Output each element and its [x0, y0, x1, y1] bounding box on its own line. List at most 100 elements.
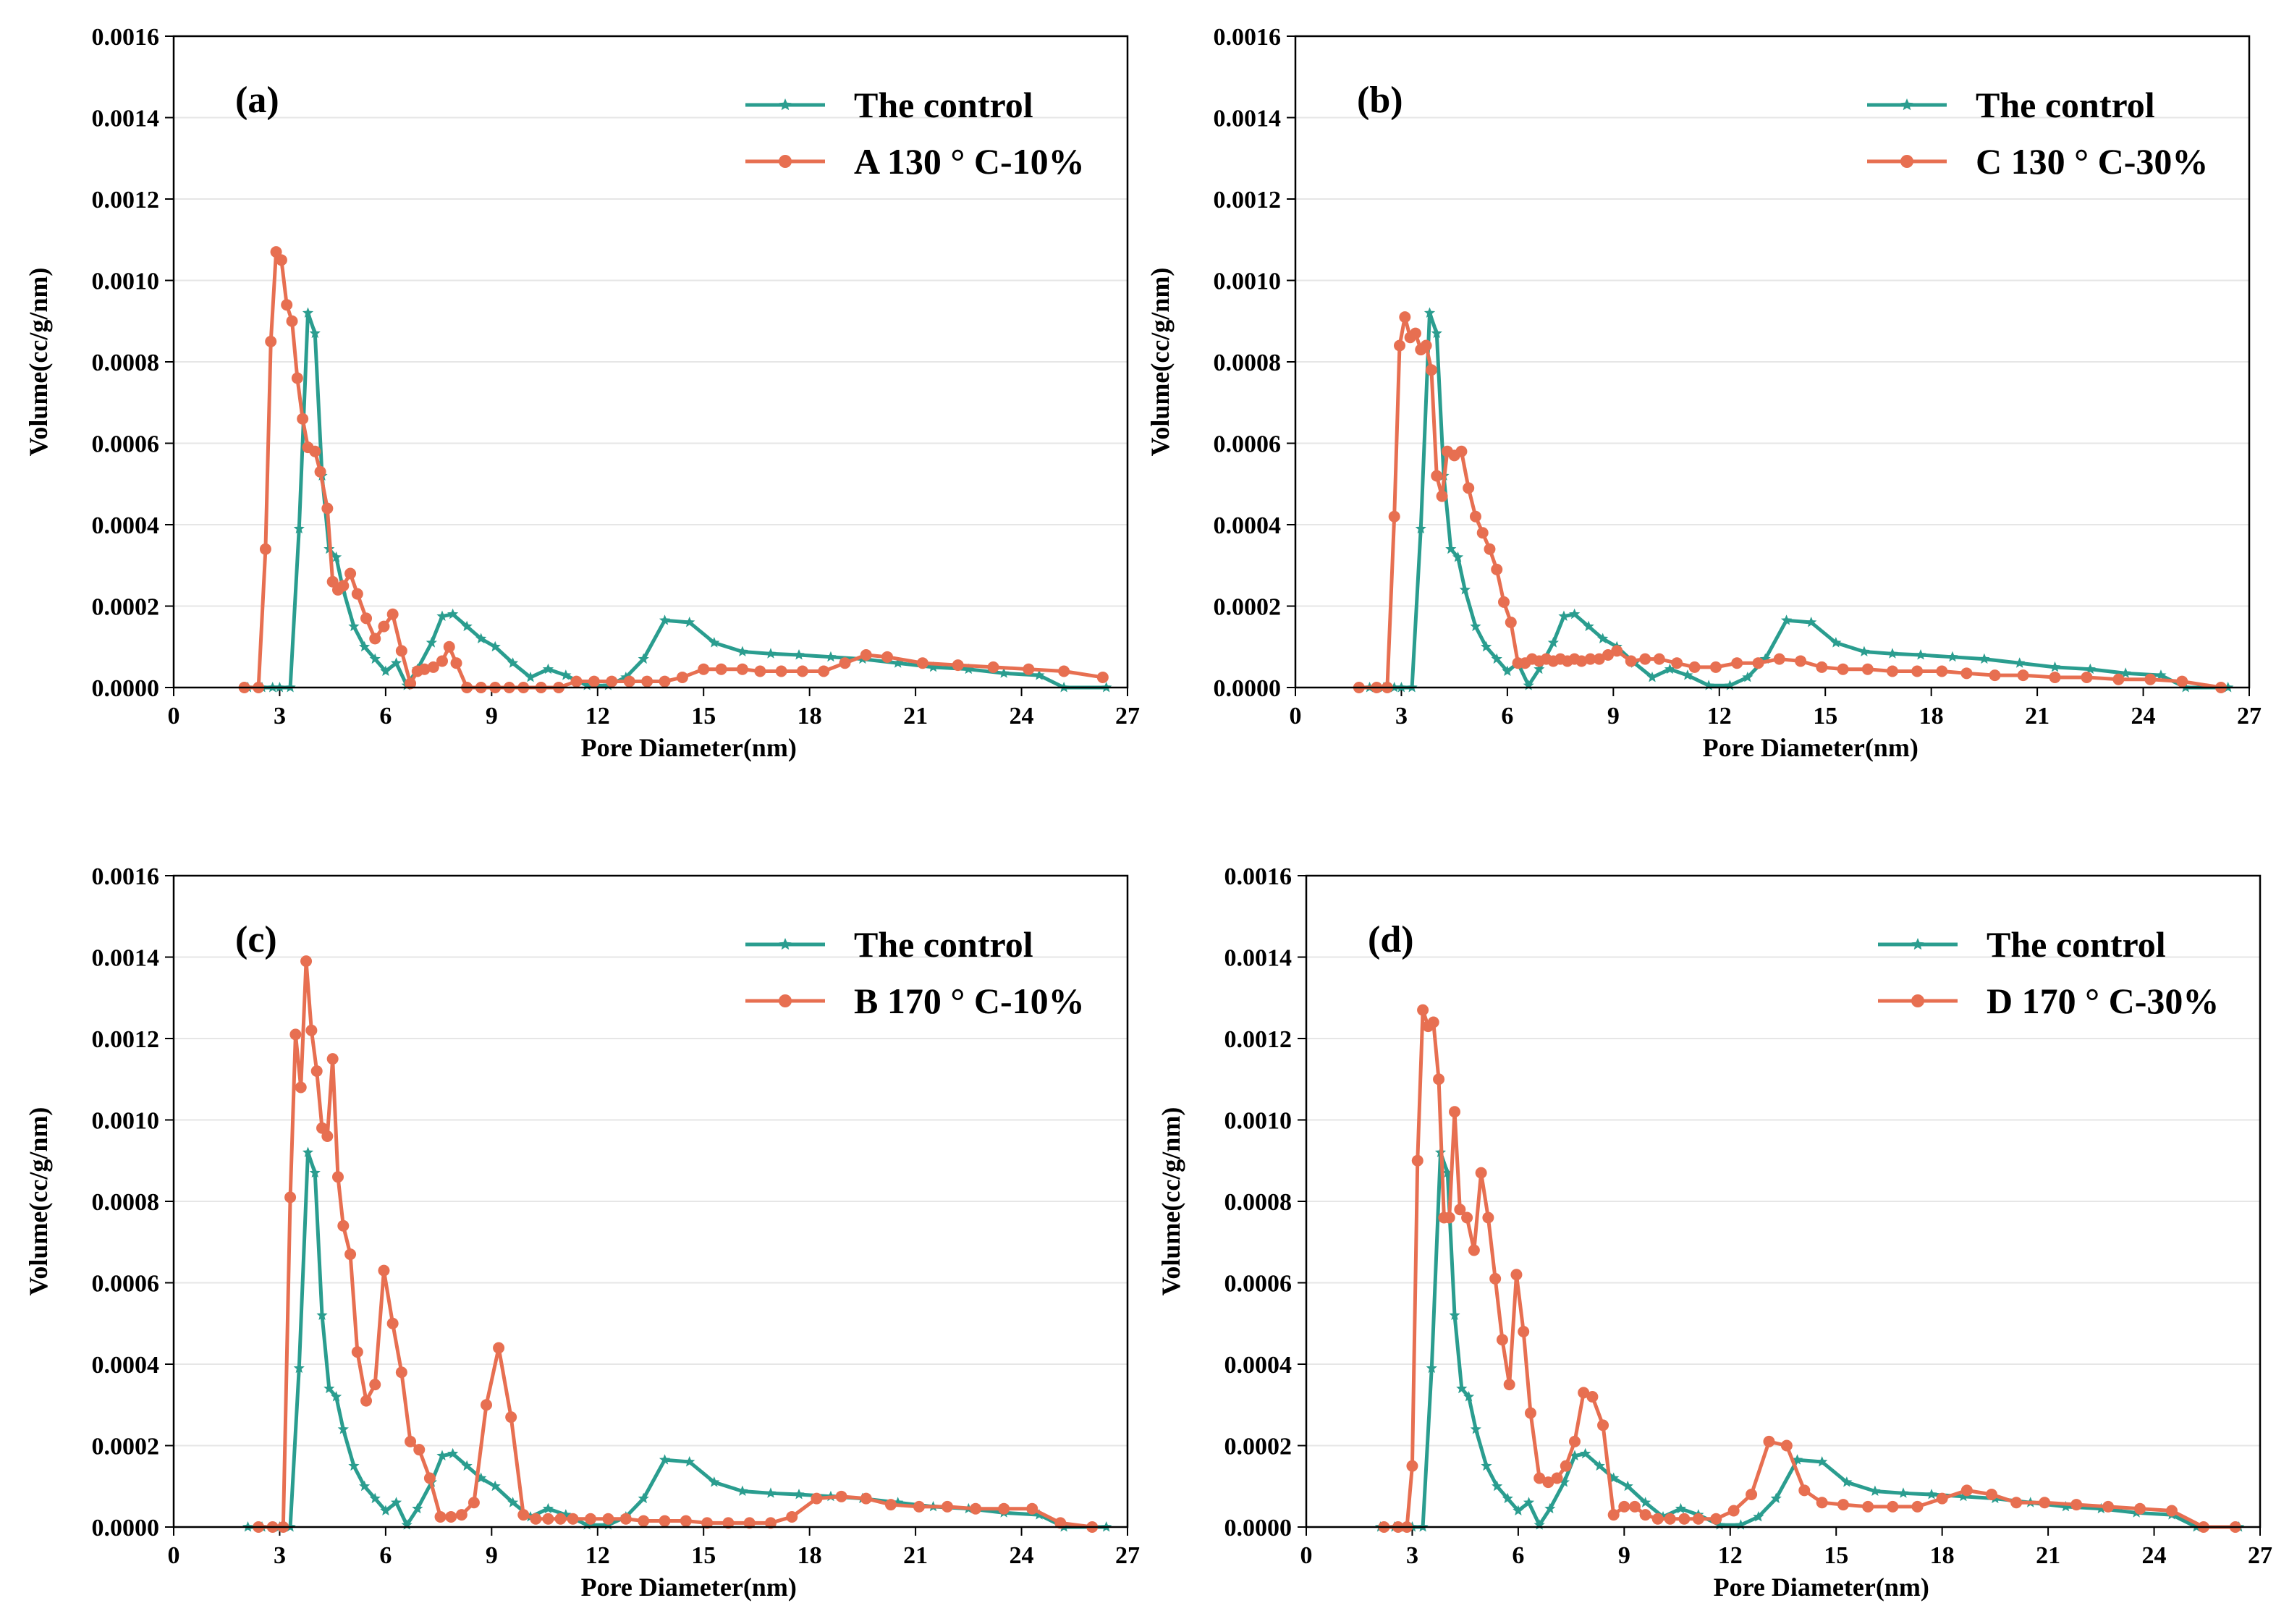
data-point	[1026, 1502, 1038, 1515]
data-point	[1625, 655, 1637, 667]
data-point	[1463, 1391, 1475, 1402]
x-tick-label: 6	[379, 703, 392, 729]
data-point	[1858, 646, 1870, 656]
data-point	[358, 640, 371, 652]
data-point	[1773, 653, 1785, 665]
data-point	[2081, 671, 2093, 683]
y-tick-label: 0.0006	[92, 431, 160, 458]
data-point	[289, 1028, 302, 1041]
data-point	[2049, 661, 2061, 672]
data-point	[360, 612, 373, 625]
y-tick-label: 0.0010	[1224, 1108, 1293, 1135]
data-point	[620, 671, 632, 682]
data-point	[1502, 665, 1513, 676]
data-point	[1491, 563, 1503, 575]
x-tick-label: 12	[1707, 703, 1732, 729]
x-tick-label: 18	[798, 703, 822, 729]
plot-frame	[1305, 874, 2262, 1528]
chart-panel-a: 0.0000 0.0002 0.0004 0.0006 0.0008 0.0010 0.00…	[24, 24, 1140, 762]
data-point	[314, 465, 326, 478]
data-point	[916, 657, 928, 669]
legend: The control C 130 ° C-30%	[1867, 85, 2208, 182]
data-point	[1816, 1497, 1828, 1509]
data-point	[461, 620, 473, 632]
data-point	[1651, 1513, 1664, 1525]
x-tick-label: 6	[1512, 1542, 1524, 1569]
data-point	[265, 335, 277, 347]
legend-label: The control	[1987, 924, 2166, 965]
data-point	[1580, 1447, 1591, 1459]
x-axis-title: Pore Diameter(nm)	[1703, 733, 1918, 762]
data-point	[722, 1517, 735, 1529]
x-tick-label: 18	[798, 1542, 822, 1569]
legend-marker	[779, 155, 792, 168]
data-point	[970, 1502, 982, 1515]
chart-panel-d: 0.0000 0.0002 0.0004 0.0006 0.0008 0.0010 0.00…	[1156, 863, 2272, 1602]
data-point	[1960, 667, 1973, 680]
data-point	[1671, 657, 1683, 669]
data-point	[684, 1456, 695, 1467]
data-point	[2017, 669, 2029, 682]
x-tick-label: 15	[1813, 703, 1837, 729]
data-point	[641, 675, 653, 688]
data-point	[1523, 1497, 1535, 1507]
data-point	[1593, 653, 1605, 665]
data-point	[1682, 669, 1693, 680]
data-point	[1431, 470, 1443, 482]
data-point	[302, 1146, 314, 1157]
x-tick-label: 0	[1300, 1542, 1313, 1569]
x-tick-label: 0	[1290, 703, 1302, 729]
data-point	[386, 1317, 399, 1329]
data-point	[638, 1492, 649, 1504]
data-point	[426, 637, 437, 648]
data-point	[1023, 663, 1035, 675]
data-point	[1791, 1454, 1803, 1465]
data-point	[1461, 1211, 1473, 1224]
data-point	[1664, 1513, 1676, 1525]
data-point	[998, 1502, 1010, 1515]
data-point	[1560, 1460, 1572, 1472]
y-tick-label: 0.0002	[1214, 594, 1282, 621]
data-point	[811, 1492, 823, 1505]
x-tick-label: 6	[379, 1542, 392, 1569]
data-point	[1544, 1502, 1556, 1514]
data-point	[295, 1081, 307, 1094]
data-point	[1533, 663, 1545, 674]
y-tick-label: 0.0010	[92, 1108, 160, 1135]
data-point	[1675, 1502, 1687, 1514]
data-point	[1746, 1489, 1758, 1500]
data-point	[316, 1309, 328, 1320]
data-point	[427, 661, 439, 673]
data-point	[2155, 669, 2167, 680]
data-point	[344, 1248, 357, 1261]
data-point	[1915, 649, 1926, 660]
data-point	[1639, 653, 1651, 665]
y-tick-label: 0.0002	[1224, 1434, 1293, 1460]
data-point	[286, 315, 298, 327]
data-point	[447, 608, 459, 619]
data-point	[1503, 1379, 1515, 1391]
data-point	[468, 1497, 480, 1509]
data-point	[701, 1517, 714, 1529]
data-point	[560, 1509, 572, 1520]
data-point	[436, 655, 448, 667]
x-tick-label: 3	[1395, 703, 1408, 729]
data-point	[659, 675, 671, 688]
data-point	[1841, 1476, 1853, 1487]
legend-marker	[1911, 938, 1924, 950]
x-tick-label: 24	[1010, 703, 1034, 729]
data-point	[1388, 510, 1400, 523]
legend-label: The control	[854, 924, 1033, 965]
data-point	[348, 620, 360, 632]
data-point	[386, 608, 399, 620]
data-point	[1489, 1272, 1502, 1285]
series-line	[1369, 311, 2228, 690]
data-point	[1692, 1513, 1704, 1525]
y-tick-label: 0.0012	[1214, 187, 1282, 213]
series-control	[1363, 307, 2234, 693]
data-point	[309, 445, 321, 457]
chart-panel-c: 0.0000 0.0002 0.0004 0.0006 0.0008 0.0010 0.00…	[24, 863, 1140, 1602]
data-point	[369, 633, 381, 645]
data-point	[1523, 680, 1534, 690]
